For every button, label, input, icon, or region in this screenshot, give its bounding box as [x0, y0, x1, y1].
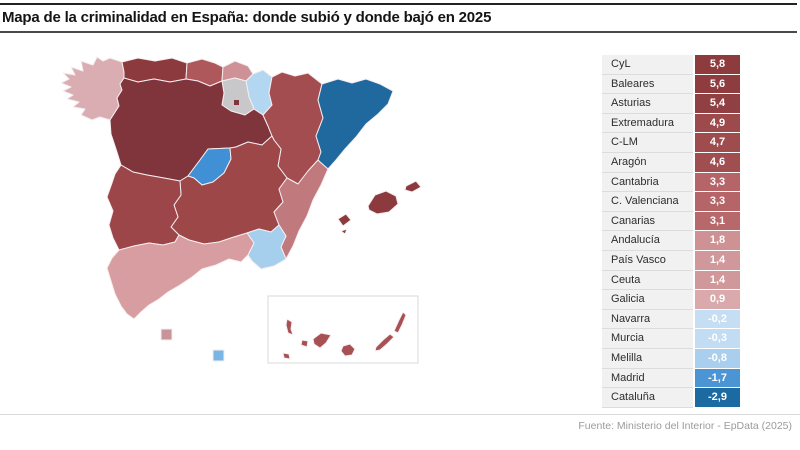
footer-rule: [0, 414, 800, 415]
region-label: Cantabria: [602, 172, 693, 193]
map-region-canarias-tenerife[interactable]: [312, 332, 332, 349]
map-region-murcia[interactable]: [246, 224, 287, 270]
region-value: 0,9: [695, 290, 740, 310]
table-row: Extremadura 4,9: [602, 113, 740, 134]
map-region-canarias-fuerteventura[interactable]: [374, 333, 395, 352]
region-label: Navarra: [602, 309, 693, 330]
map-region-canarias-grancanaria[interactable]: [340, 343, 356, 357]
table-row: Baleares 5,6: [602, 74, 740, 95]
map-region-canarias-lanzarote[interactable]: [393, 311, 407, 334]
region-label: Murcia: [602, 329, 693, 349]
map-region-andalucia[interactable]: [106, 232, 255, 320]
table-row: Madrid -1,7: [602, 368, 740, 389]
region-value: 4,6: [695, 152, 740, 173]
map-region-canarias-elhierro[interactable]: [282, 352, 291, 360]
region-value: 4,7: [695, 133, 740, 153]
table-row: Aragón 4,6: [602, 152, 740, 173]
region-label: Galicia: [602, 290, 693, 310]
region-value: 5,6: [695, 74, 740, 95]
map-region-cataluna[interactable]: [315, 78, 394, 170]
table-row: C-LM 4,7: [602, 133, 740, 153]
region-label: Canarias: [602, 211, 693, 232]
region-label: C. Valenciana: [602, 192, 693, 212]
top-rule: [0, 3, 797, 5]
region-value: 3,3: [695, 192, 740, 212]
region-value: 5,8: [695, 55, 740, 75]
map-region-melilla[interactable]: [212, 349, 225, 362]
region-value: -2,9: [695, 388, 740, 408]
region-label: Baleares: [602, 74, 693, 95]
region-value: 3,1: [695, 211, 740, 232]
map-region-baleares-formentera[interactable]: [340, 228, 348, 235]
map-region-cvalenciana[interactable]: [273, 159, 329, 260]
region-value: -1,7: [695, 368, 740, 389]
region-label: Melilla: [602, 348, 693, 369]
map-region-asturias[interactable]: [121, 57, 188, 83]
source-credit: Fuente: Ministerio del Interior - EpData…: [578, 420, 792, 432]
table-row: Canarias 3,1: [602, 211, 740, 232]
spain-choropleth-map: [50, 48, 470, 398]
region-label: C-LM: [602, 133, 693, 153]
spain-map-svg: [60, 56, 422, 364]
table-row: Galicia 0,9: [602, 290, 740, 310]
map-region-trevino-enclave[interactable]: [234, 100, 239, 105]
map-region-canarias-lapalma[interactable]: [285, 318, 294, 336]
region-value: 3,3: [695, 172, 740, 193]
region-value: 5,4: [695, 94, 740, 114]
region-label: Extremadura: [602, 113, 693, 134]
map-region-ceuta[interactable]: [160, 328, 173, 341]
region-label: CyL: [602, 55, 693, 75]
title-underline: [0, 31, 797, 33]
table-row: Asturias 5,4: [602, 94, 740, 114]
region-label: Cataluña: [602, 388, 693, 408]
canary-inset-frame: [267, 295, 419, 364]
region-value: 1,4: [695, 250, 740, 271]
table-row: Navarra -0,2: [602, 309, 740, 330]
page-title: Mapa de la criminalidad en España: donde…: [2, 9, 492, 26]
region-label: Madrid: [602, 368, 693, 389]
table-row: Ceuta 1,4: [602, 270, 740, 291]
table-row: Melilla -0,8: [602, 348, 740, 369]
region-value: -0,2: [695, 309, 740, 330]
table-row: CyL 5,8: [602, 55, 740, 75]
region-label: Asturias: [602, 94, 693, 114]
legend-table: CyL 5,8 Baleares 5,6 Asturias 5,4 Extremadura 4…: [602, 55, 740, 408]
table-row: C. Valenciana 3,3: [602, 192, 740, 212]
region-label: Ceuta: [602, 270, 693, 291]
region-label: Aragón: [602, 152, 693, 173]
table-row: Murcia -0,3: [602, 329, 740, 349]
region-label: Andalucía: [602, 231, 693, 251]
region-value: 1,8: [695, 231, 740, 251]
table-row: Cantabria 3,3: [602, 172, 740, 193]
region-label: País Vasco: [602, 250, 693, 271]
map-region-galicia[interactable]: [60, 56, 125, 121]
map-region-canarias-lagomera[interactable]: [300, 339, 309, 348]
region-value: -0,8: [695, 348, 740, 369]
table-row: País Vasco 1,4: [602, 250, 740, 271]
region-value: 1,4: [695, 270, 740, 291]
map-region-baleares-mallorca[interactable]: [367, 190, 399, 215]
table-row: Andalucía 1,8: [602, 231, 740, 251]
region-value: 4,9: [695, 113, 740, 134]
region-value: -0,3: [695, 329, 740, 349]
map-region-baleares-menorca[interactable]: [404, 180, 422, 193]
table-row: Cataluña -2,9: [602, 388, 740, 408]
map-region-baleares-ibiza[interactable]: [337, 213, 352, 227]
